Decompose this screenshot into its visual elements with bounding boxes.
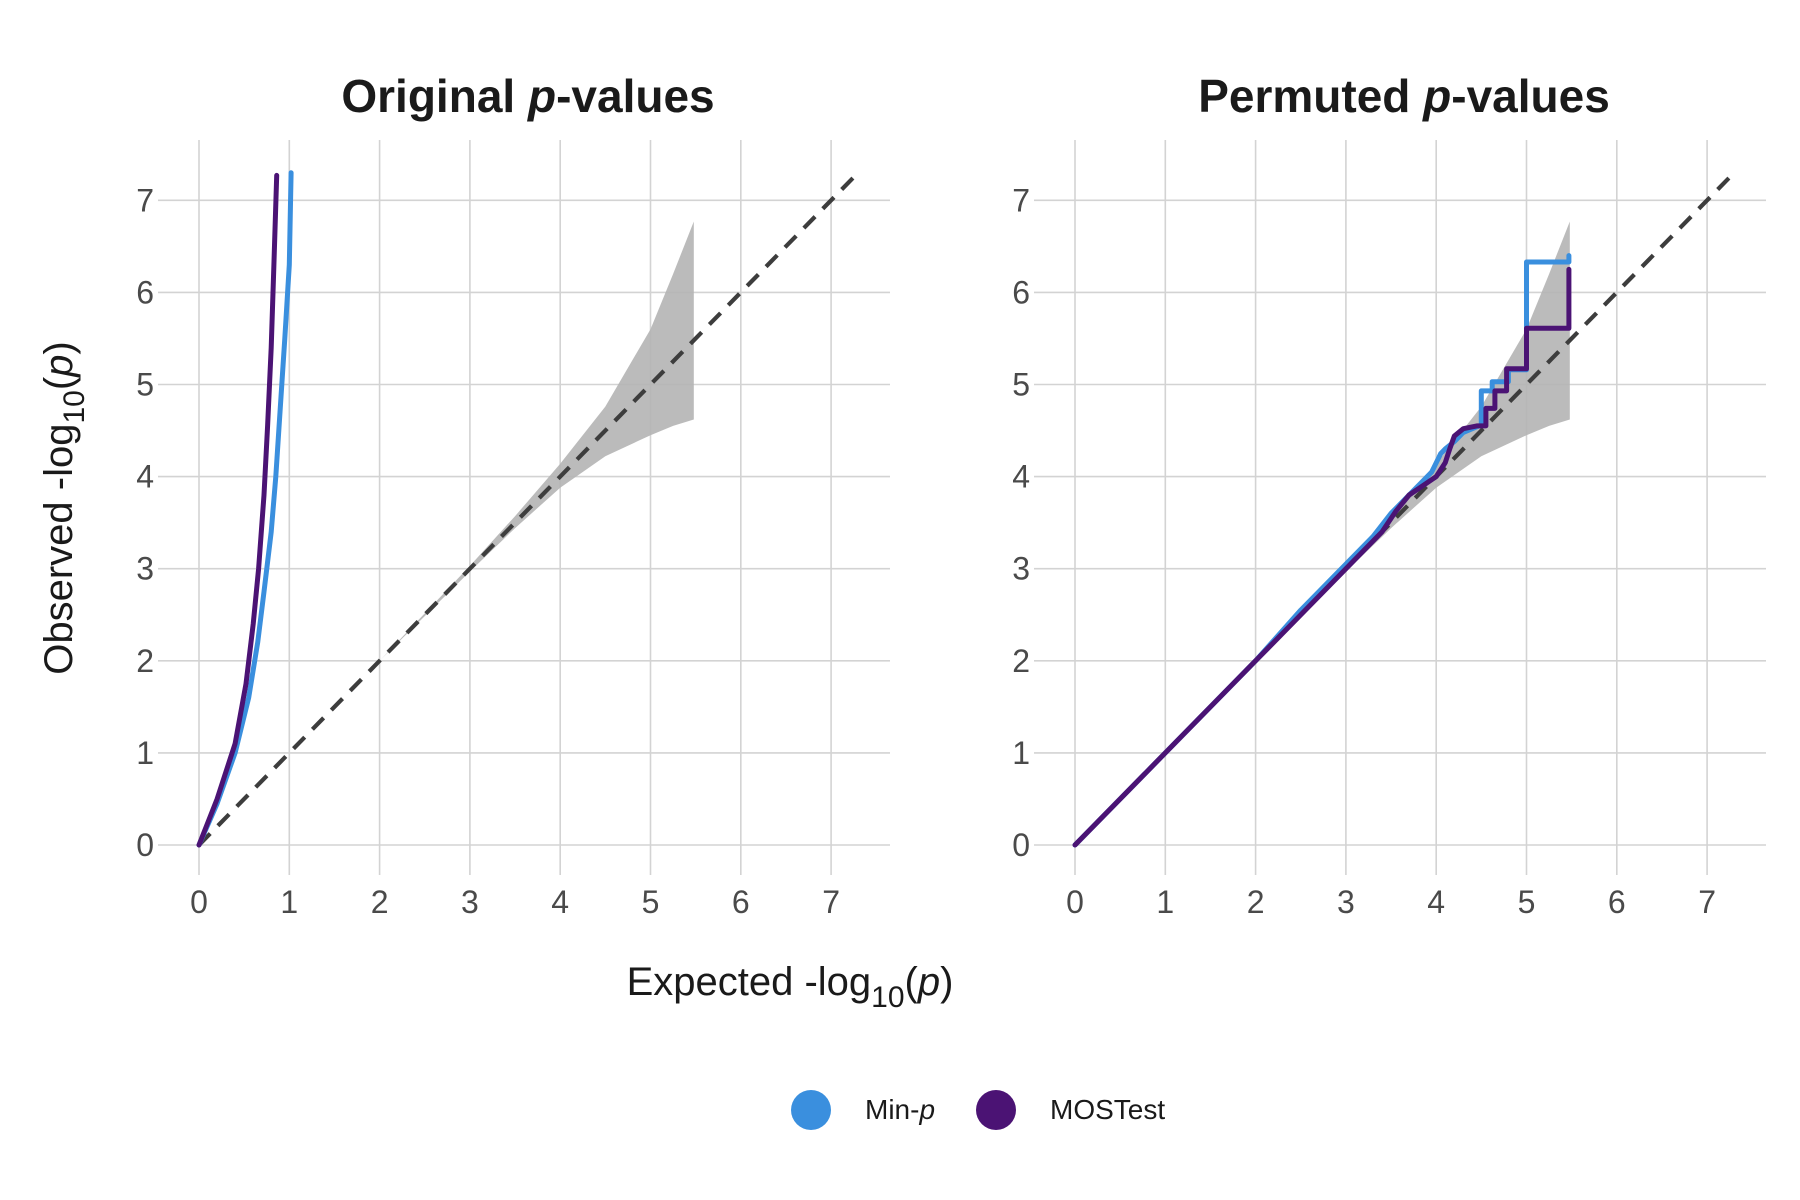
series-line-mostest — [196, 172, 280, 848]
y-tick-label: 2 — [136, 643, 154, 679]
x-tick-label: 0 — [1066, 884, 1084, 920]
x-tick-label: 3 — [461, 884, 479, 920]
series-line-min-p — [1072, 253, 1572, 848]
y-tick-label: 1 — [1012, 735, 1030, 771]
y-axis-title: Observed -log10(p) — [37, 341, 91, 675]
x-tick-label: 5 — [1518, 884, 1536, 920]
y-tick-labels-permuted: 0 1 2 3 4 5 6 7 — [1012, 182, 1030, 863]
legend-key-min-p — [791, 1090, 831, 1130]
legend-key-mostest — [976, 1090, 1016, 1130]
y-tick-label: 5 — [136, 367, 154, 403]
reference-line-permuted — [1073, 171, 1736, 847]
x-tick-labels-permuted: 0 1 2 3 4 5 6 7 — [1066, 884, 1716, 920]
grid-original — [158, 140, 890, 875]
x-tick-label: 2 — [371, 884, 389, 920]
x-tick-label: 6 — [1608, 884, 1626, 920]
x-tick-label: 4 — [1427, 884, 1445, 920]
confidence-band-permuted — [1120, 221, 1570, 799]
y-tick-label: 5 — [1012, 367, 1030, 403]
panel-original-p-values: Original p-values 0 1 2 3 4 5 6 7 0 1 2 3 4 5 6 7 — [136, 70, 890, 920]
x-tick-label: 6 — [732, 884, 750, 920]
series-line-mostest — [1072, 266, 1572, 848]
y-tick-label: 0 — [1012, 827, 1030, 863]
series-group-permuted — [1072, 253, 1572, 848]
x-tick-label: 3 — [1337, 884, 1355, 920]
confidence-band-area — [244, 221, 694, 799]
series-group-original — [196, 170, 294, 848]
series-line-min-p — [196, 170, 294, 848]
y-tick-label: 4 — [136, 459, 154, 495]
y-tick-label: 6 — [1012, 274, 1030, 310]
confidence-band-area — [1120, 221, 1570, 799]
grid-permuted — [1034, 140, 1766, 875]
y-tick-label: 0 — [136, 827, 154, 863]
y-tick-label: 4 — [1012, 459, 1030, 495]
x-tick-label: 7 — [822, 884, 840, 920]
reference-diagonal-line — [1073, 171, 1736, 847]
y-tick-label: 3 — [1012, 551, 1030, 587]
y-tick-label: 3 — [136, 551, 154, 587]
y-tick-labels-original: 0 1 2 3 4 5 6 7 — [136, 182, 154, 863]
x-tick-labels-original: 0 1 2 3 4 5 6 7 — [190, 884, 840, 920]
x-tick-label: 1 — [280, 884, 298, 920]
reference-line-original — [197, 171, 860, 847]
panel-title-permuted: Permuted p-values — [1198, 70, 1610, 122]
x-tick-label: 2 — [1247, 884, 1265, 920]
x-axis-title: Expected -log10(p) — [627, 960, 954, 1014]
legend-label-min-p: Min-p — [865, 1094, 935, 1125]
legend: Min-p MOSTest — [791, 1090, 1165, 1130]
y-tick-label: 1 — [136, 735, 154, 771]
y-tick-label: 2 — [1012, 643, 1030, 679]
x-tick-label: 5 — [642, 884, 660, 920]
panel-title-original: Original p-values — [341, 70, 714, 122]
y-tick-label: 7 — [1012, 182, 1030, 218]
x-tick-label: 1 — [1156, 884, 1174, 920]
panel-permuted-p-values: Permuted p-values 0 1 2 3 4 5 6 7 0 1 2 3 4 5 6 7 — [1012, 70, 1766, 920]
reference-diagonal-line — [197, 171, 860, 847]
y-tick-label: 7 — [136, 182, 154, 218]
x-tick-label: 4 — [551, 884, 569, 920]
y-tick-label: 6 — [136, 274, 154, 310]
x-tick-label: 0 — [190, 884, 208, 920]
x-tick-label: 7 — [1698, 884, 1716, 920]
legend-label-mostest: MOSTest — [1050, 1094, 1165, 1125]
confidence-band-original — [244, 221, 694, 799]
